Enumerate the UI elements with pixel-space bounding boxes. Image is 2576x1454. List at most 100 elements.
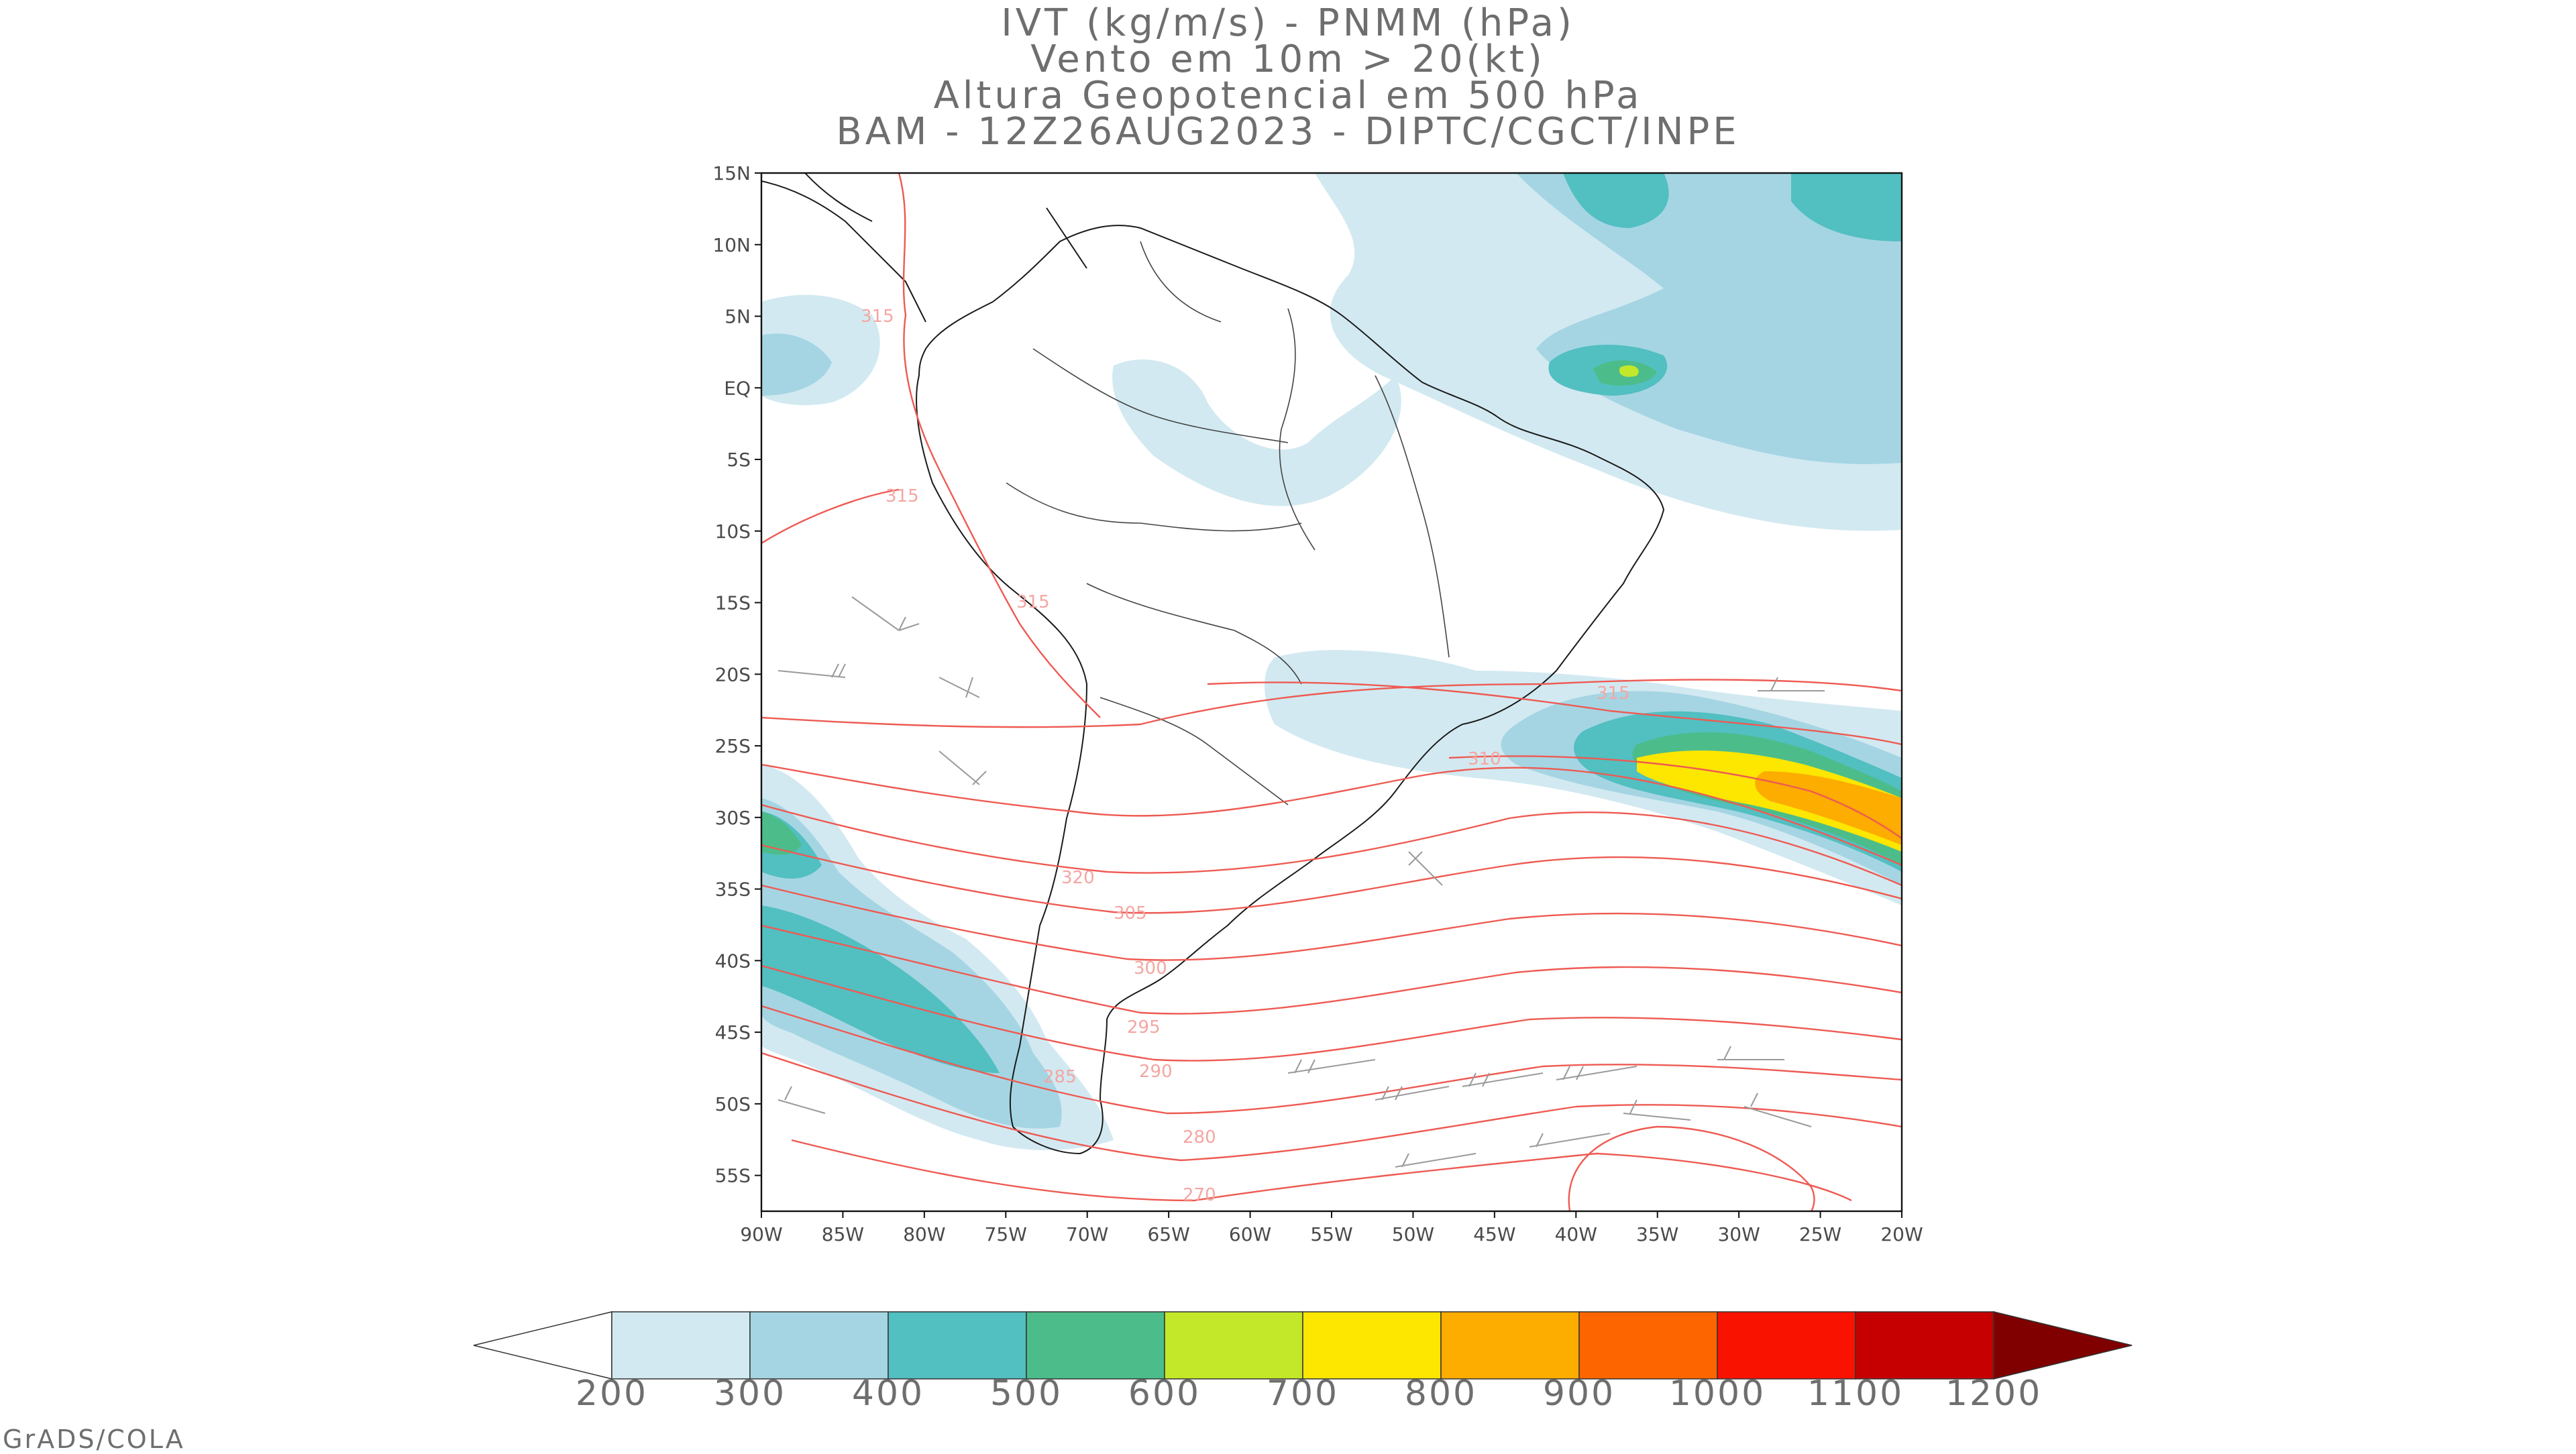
contour-label: 290: [1139, 1062, 1173, 1082]
contour-line: [761, 924, 1902, 1015]
border-line: [1086, 583, 1302, 685]
lon-label: 80W: [903, 1223, 945, 1245]
wind-barb: [1462, 1072, 1544, 1087]
caribbean-coastline: [804, 173, 1087, 269]
wind-barb: [1395, 1153, 1477, 1168]
contour-line: [761, 803, 1902, 887]
lat-label: 5N: [724, 306, 751, 328]
lat-label: 20S: [715, 663, 751, 685]
contour-label: 315: [861, 306, 894, 327]
colorbar-segment: [1302, 1311, 1442, 1380]
wind-barbs: [777, 596, 1825, 1168]
credit-text: GrADS/COLA: [3, 1424, 185, 1454]
lon-label: 60W: [1229, 1223, 1271, 1245]
colorbar-label: 800: [1404, 1374, 1478, 1414]
contour-labels: 315 315 315 315 310 320 305 300 295 290 …: [861, 306, 1630, 1205]
ivt-max-south-pacific: [761, 812, 802, 855]
lon-label: 20W: [1880, 1223, 1923, 1245]
colorbar-label: 1100: [1807, 1374, 1904, 1414]
colorbar-label: 600: [1128, 1374, 1201, 1414]
contour-label: 315: [885, 486, 919, 506]
ivt-region-southeast-brazil: [1275, 650, 1481, 719]
lat-label: 10S: [715, 520, 751, 543]
contour-line: [898, 173, 1101, 718]
lon-label: 45W: [1473, 1223, 1515, 1245]
lon-label: 55W: [1310, 1223, 1352, 1245]
wind-barb: [1556, 1066, 1638, 1080]
colorbar-segment: [1026, 1311, 1165, 1380]
ivt-region-east-pacific-core: [761, 333, 832, 396]
latitude-axis: 15N 10N 5N EQ 5S 10S 15S 20S 25S 30S 35S 40S 45S 50S 5…: [712, 162, 761, 1187]
contour-label: 320: [1061, 868, 1095, 888]
ivt-region-south-pacific: [761, 798, 1062, 1129]
wind-barb: [777, 663, 846, 678]
lat-label: EQ: [724, 377, 751, 399]
contour-line: [761, 964, 1902, 1062]
wind-barb: [1623, 1099, 1691, 1121]
wind-barb: [1758, 677, 1825, 691]
contour-line: [761, 679, 1902, 728]
ivt-region-south-atlantic-yellow: [1637, 750, 1902, 852]
colorbar-label: 1000: [1668, 1374, 1766, 1414]
lon-label: 30W: [1717, 1223, 1760, 1245]
ivt-region-south-pacific-core: [761, 812, 1000, 1073]
colorbar-segment: [1578, 1311, 1718, 1380]
lon-label: 75W: [985, 1223, 1027, 1245]
lat-label: 50S: [715, 1093, 751, 1115]
lat-label: 15S: [715, 592, 751, 614]
colorbar-under-arrow: [473, 1311, 612, 1380]
lat-label: 40S: [715, 950, 751, 972]
lon-label: 25W: [1799, 1223, 1841, 1245]
contour-line: [761, 488, 900, 545]
contour-label: 315: [1597, 683, 1630, 704]
border-line: [1032, 348, 1289, 443]
contour-label: 295: [1127, 1017, 1161, 1038]
contour-label: 285: [1043, 1067, 1077, 1087]
wind-barb: [1717, 1046, 1784, 1060]
lon-label: 35W: [1636, 1223, 1678, 1245]
wind-barb: [938, 750, 987, 785]
lat-label: 30S: [715, 807, 751, 829]
border-line: [1375, 375, 1450, 658]
lat-label: 10N: [712, 234, 751, 256]
central-america-coastline: [761, 180, 926, 323]
lon-label: 70W: [1066, 1223, 1108, 1245]
ivt-region-equatorial: [1112, 359, 1401, 506]
lat-label: 25S: [715, 735, 751, 757]
contour-line: [761, 1005, 1902, 1115]
title-line-3: Altura Geopotencial em 500 hPa: [933, 74, 1643, 117]
title-line-2: Vento em 10m > 20(kt): [1030, 38, 1546, 81]
colorbar-segment: [1855, 1311, 1994, 1380]
country-borders: [1006, 241, 1450, 805]
colorbar-segment: [749, 1311, 889, 1380]
colorbar-label: 300: [713, 1374, 787, 1414]
wind-barb: [938, 677, 980, 698]
lat-label: 15N: [712, 162, 751, 184]
border-line: [1140, 241, 1222, 323]
contour-line: [761, 763, 1902, 866]
lat-label: 5S: [727, 449, 751, 471]
colorbar-segment: [1164, 1311, 1303, 1380]
contour-label: 305: [1114, 903, 1147, 924]
contour-line: [791, 1139, 1852, 1202]
colorbar-segment: [1717, 1311, 1856, 1380]
border-line: [1006, 482, 1302, 532]
colorbar-label: 900: [1542, 1374, 1616, 1414]
contour-label: 270: [1183, 1185, 1216, 1205]
ivt-region-south-atlantic-orange: [1755, 771, 1902, 845]
title-line-4: BAM - 12Z26AUG2023 - DIPTC/CGCT/INPE: [836, 110, 1740, 154]
geopotential-contours: [761, 173, 1902, 1211]
wind-barb: [777, 1086, 826, 1114]
colorbar-segment: [611, 1311, 751, 1380]
lon-label: 85W: [822, 1223, 864, 1245]
lat-label: 35S: [715, 879, 751, 901]
ivt-max-north-atlantic: [1548, 173, 1902, 396]
colorbar-over-arrow: [1993, 1311, 2133, 1380]
wind-barb: [1408, 851, 1443, 886]
contour-label: 300: [1134, 958, 1167, 978]
contour-line: [761, 844, 1902, 914]
contour-line: [1207, 681, 1902, 746]
wind-barb: [851, 596, 920, 631]
border-line: [1099, 697, 1289, 805]
longitude-axis: 90W 85W 80W 75W 70W 65W 60W 55W 50W 45W 40W 35W 30W 2…: [740, 1211, 1923, 1245]
